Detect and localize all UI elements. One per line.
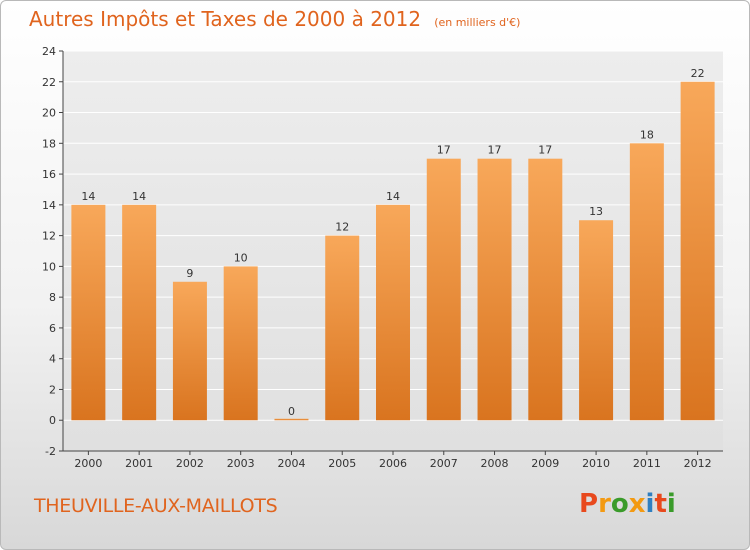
bar-value-label: 14 bbox=[81, 190, 95, 203]
y-tick-label: 2 bbox=[49, 383, 56, 396]
bar bbox=[223, 266, 258, 421]
logo-letter: x bbox=[628, 489, 646, 519]
logo-letter: i bbox=[645, 489, 655, 519]
x-tick-label: 2005 bbox=[328, 457, 356, 470]
location-name: THEUVILLE-AUX-MAILLOTS bbox=[34, 495, 278, 517]
y-tick-label: 16 bbox=[42, 168, 56, 181]
y-tick-label: 20 bbox=[42, 107, 56, 120]
chart-title-block: Autres Impôts et Taxes de 2000 à 2012 (e… bbox=[29, 7, 520, 31]
x-tick-label: 2004 bbox=[277, 457, 305, 470]
bar bbox=[629, 143, 664, 421]
bar-value-label: 9 bbox=[186, 267, 193, 280]
logo-letter: P bbox=[579, 489, 599, 519]
y-tick-label: 4 bbox=[49, 353, 56, 366]
bar-value-label: 12 bbox=[335, 221, 349, 234]
bar-value-label: 10 bbox=[234, 251, 248, 264]
bar bbox=[579, 220, 614, 421]
y-tick-label: 18 bbox=[42, 137, 56, 150]
bar bbox=[325, 235, 360, 421]
chart-title: Autres Impôts et Taxes de 2000 à 2012 bbox=[29, 7, 422, 31]
x-tick-label: 2009 bbox=[531, 457, 559, 470]
y-tick-label: 8 bbox=[49, 291, 56, 304]
x-tick-label: 2007 bbox=[430, 457, 458, 470]
logo-letter: r bbox=[598, 489, 611, 519]
bar bbox=[172, 281, 207, 421]
x-tick-label: 2001 bbox=[125, 457, 153, 470]
bar bbox=[426, 158, 461, 421]
x-tick-label: 2010 bbox=[582, 457, 610, 470]
y-tick-label: 24 bbox=[42, 45, 56, 58]
logo-letter: t bbox=[654, 489, 667, 519]
bar bbox=[528, 158, 563, 421]
x-tick-label: 2002 bbox=[176, 457, 204, 470]
y-tick-label: 6 bbox=[49, 322, 56, 335]
y-tick-label: -2 bbox=[45, 445, 56, 458]
y-tick-label: 10 bbox=[42, 260, 56, 273]
bar-value-label: 14 bbox=[386, 190, 400, 203]
bar bbox=[376, 204, 410, 421]
bar-value-label: 13 bbox=[589, 205, 603, 218]
logo-letter: o bbox=[610, 489, 629, 519]
bar-value-label: 17 bbox=[538, 144, 552, 157]
logo-letter: i bbox=[666, 489, 676, 519]
y-tick-label: 0 bbox=[49, 414, 56, 427]
bar-value-label: 14 bbox=[132, 190, 146, 203]
bar bbox=[477, 158, 512, 421]
bar bbox=[71, 204, 106, 421]
y-tick-label: 14 bbox=[42, 199, 56, 212]
x-tick-label: 2008 bbox=[481, 457, 509, 470]
x-tick-label: 2011 bbox=[633, 457, 661, 470]
y-tick-label: 22 bbox=[42, 76, 56, 89]
proxiti-logo[interactable]: Proxiti bbox=[579, 489, 676, 519]
bar-value-label: 22 bbox=[691, 67, 705, 80]
bar bbox=[680, 81, 715, 421]
x-tick-label: 2012 bbox=[684, 457, 712, 470]
bar-value-label: 18 bbox=[640, 128, 654, 141]
bar bbox=[122, 204, 157, 421]
chart-unit: (en milliers d'€) bbox=[434, 16, 521, 29]
bar-value-label: 17 bbox=[437, 144, 451, 157]
bar-value-label: 0 bbox=[288, 405, 295, 418]
x-tick-label: 2006 bbox=[379, 457, 407, 470]
bar-value-label: 17 bbox=[488, 144, 502, 157]
x-tick-label: 2000 bbox=[74, 457, 102, 470]
bar bbox=[274, 418, 309, 421]
x-tick-label: 2003 bbox=[227, 457, 255, 470]
y-tick-label: 12 bbox=[42, 230, 56, 243]
